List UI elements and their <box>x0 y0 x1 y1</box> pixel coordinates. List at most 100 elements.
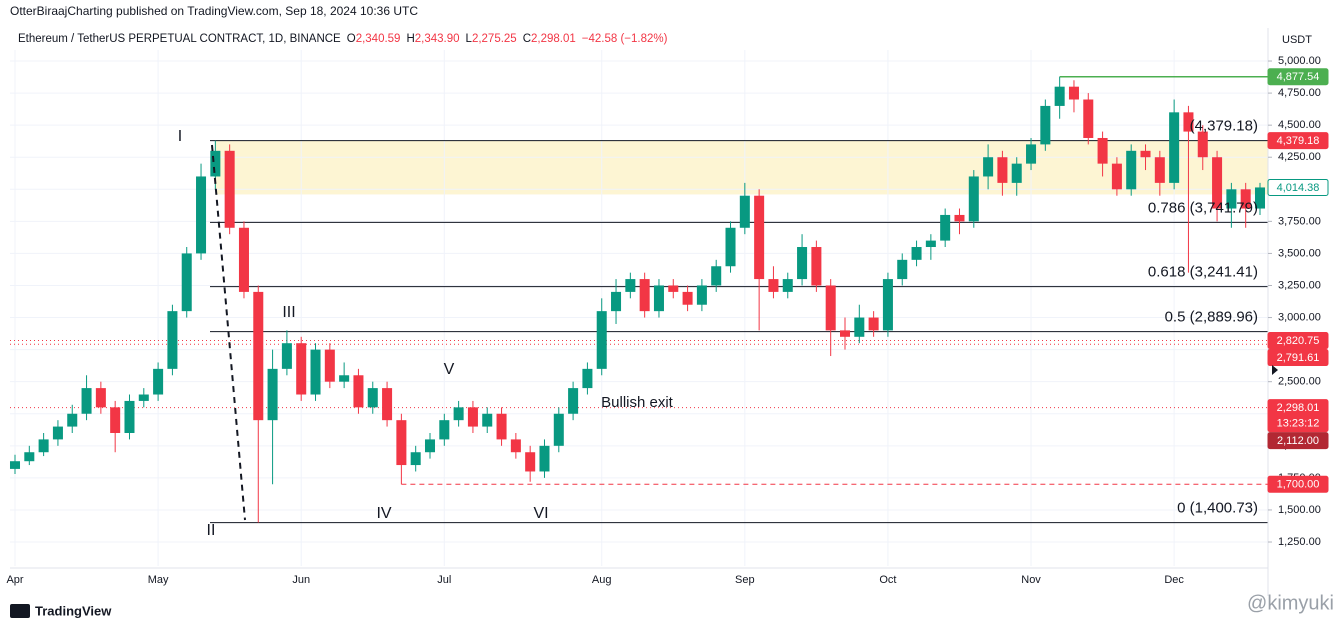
candle-body <box>81 388 92 414</box>
candle-body <box>1197 131 1208 158</box>
y-tick-label: 2,500.00 <box>1278 376 1321 388</box>
candle-body <box>267 368 278 421</box>
candle-body <box>1126 150 1137 190</box>
y-tick-label: 3,250.00 <box>1278 279 1321 291</box>
y-tick-label: 4,500.00 <box>1278 119 1321 131</box>
candle-body <box>668 285 679 292</box>
candle-body <box>1212 157 1223 209</box>
symbol: Ethereum / TetherUS PERPETUAL CONTRACT, … <box>18 33 341 45</box>
candle-body <box>1240 189 1251 209</box>
candle-body <box>467 407 478 427</box>
candle-body <box>868 317 879 331</box>
candle-body <box>296 343 307 395</box>
candle-body <box>782 279 793 292</box>
candle-body <box>639 279 650 312</box>
candle-body <box>439 420 450 440</box>
candle-body <box>382 388 393 421</box>
fib-label: (4,379.18) <box>1190 118 1258 135</box>
x-tick-label: Dec <box>1164 574 1184 586</box>
candle-body <box>897 259 908 280</box>
fib-label: 0.786 (3,741.79) <box>1148 199 1258 216</box>
candle-body <box>568 388 579 414</box>
candle-body <box>582 368 593 389</box>
ohlc-key: L <box>466 33 473 45</box>
y-tick-label: 3,000.00 <box>1278 311 1321 323</box>
candle-body <box>882 279 893 331</box>
y-tick-label: 3,750.00 <box>1278 215 1321 227</box>
plot-area: (4,379.18) 0.786 (3,741.79) 0.618 (3,241.4… <box>9 50 1268 566</box>
price-axis: 1,250.001,500.001,750.002,000.002,250.00… <box>6 28 1329 596</box>
price-label: 4,877.54 <box>1277 71 1320 83</box>
candle-body <box>510 439 521 453</box>
currency: USDT <box>1282 34 1312 46</box>
price-label: 4,379.18 <box>1277 135 1320 147</box>
candle-body <box>553 413 564 446</box>
candle-body <box>124 400 135 433</box>
candle-body <box>1040 105 1051 145</box>
candle-body <box>1068 86 1079 100</box>
candle-body <box>210 150 221 177</box>
price-label: 2,298.01 <box>1277 402 1320 414</box>
candle-body <box>167 311 178 369</box>
candle-body <box>310 349 321 395</box>
candle-body <box>1154 157 1165 183</box>
x-tick-label: Apr <box>6 574 23 586</box>
candle-body <box>539 445 550 472</box>
candle-body <box>1054 86 1065 106</box>
candle-body <box>811 247 822 286</box>
x-tick-label: Oct <box>879 574 896 586</box>
annotation: Bullish exit <box>601 394 674 411</box>
x-tick-label: Aug <box>592 574 612 586</box>
candle-body <box>1097 137 1108 164</box>
candle-body <box>281 343 292 369</box>
candle-body <box>997 157 1008 183</box>
price-label-box <box>1267 178 1329 196</box>
fib-label: 0.5 (2,889.96) <box>1165 309 1258 326</box>
wave-label: III <box>282 304 295 321</box>
price-label-box <box>1267 332 1329 350</box>
candle-body <box>1026 144 1037 164</box>
price-label-box <box>1267 349 1329 367</box>
candle-body <box>525 452 536 472</box>
wave-label: IV <box>376 505 391 522</box>
y-tick-label: 4,750.00 <box>1278 87 1321 99</box>
x-tick-label: Sep <box>735 574 755 586</box>
x-tick-label: Nov <box>1021 574 1041 586</box>
candle-body <box>496 413 507 440</box>
wave-label: I <box>178 128 182 145</box>
wave-dashed-line <box>211 144 246 521</box>
candle-body <box>181 253 192 312</box>
candle-body <box>67 413 78 427</box>
candle-body <box>52 426 63 440</box>
ohlc-key: H <box>406 33 414 45</box>
candle-body <box>854 317 865 337</box>
candle-body <box>625 279 636 292</box>
candle-body <box>1111 163 1122 190</box>
price-label: 2,112.00 <box>1277 435 1319 447</box>
candle-body <box>367 388 378 408</box>
candle-body <box>768 279 779 292</box>
candle-body <box>596 311 607 369</box>
brand: TradingView <box>35 603 112 618</box>
zone <box>215 140 1268 195</box>
candle-body <box>696 285 707 305</box>
price-label-box <box>1267 68 1329 86</box>
candle-body <box>224 150 235 228</box>
candle-body <box>453 407 464 421</box>
candle-body <box>1140 150 1151 158</box>
candle-body <box>138 394 149 401</box>
candle-body <box>482 413 493 427</box>
countdown: 13:23:12 <box>1277 418 1320 430</box>
wave-label: VI <box>533 505 548 522</box>
fib-label: 0 (1,400.73) <box>1177 500 1258 517</box>
brand-logo <box>10 604 30 618</box>
price-label: 2,820.75 <box>1277 335 1320 347</box>
candle-body <box>797 247 808 280</box>
wave-label: V <box>444 361 455 378</box>
ohlc-value: 2,340.59 <box>356 33 401 45</box>
change: −42.58 (−1.82%) <box>582 33 668 45</box>
candle-body <box>839 330 851 337</box>
candle-body <box>353 375 364 408</box>
